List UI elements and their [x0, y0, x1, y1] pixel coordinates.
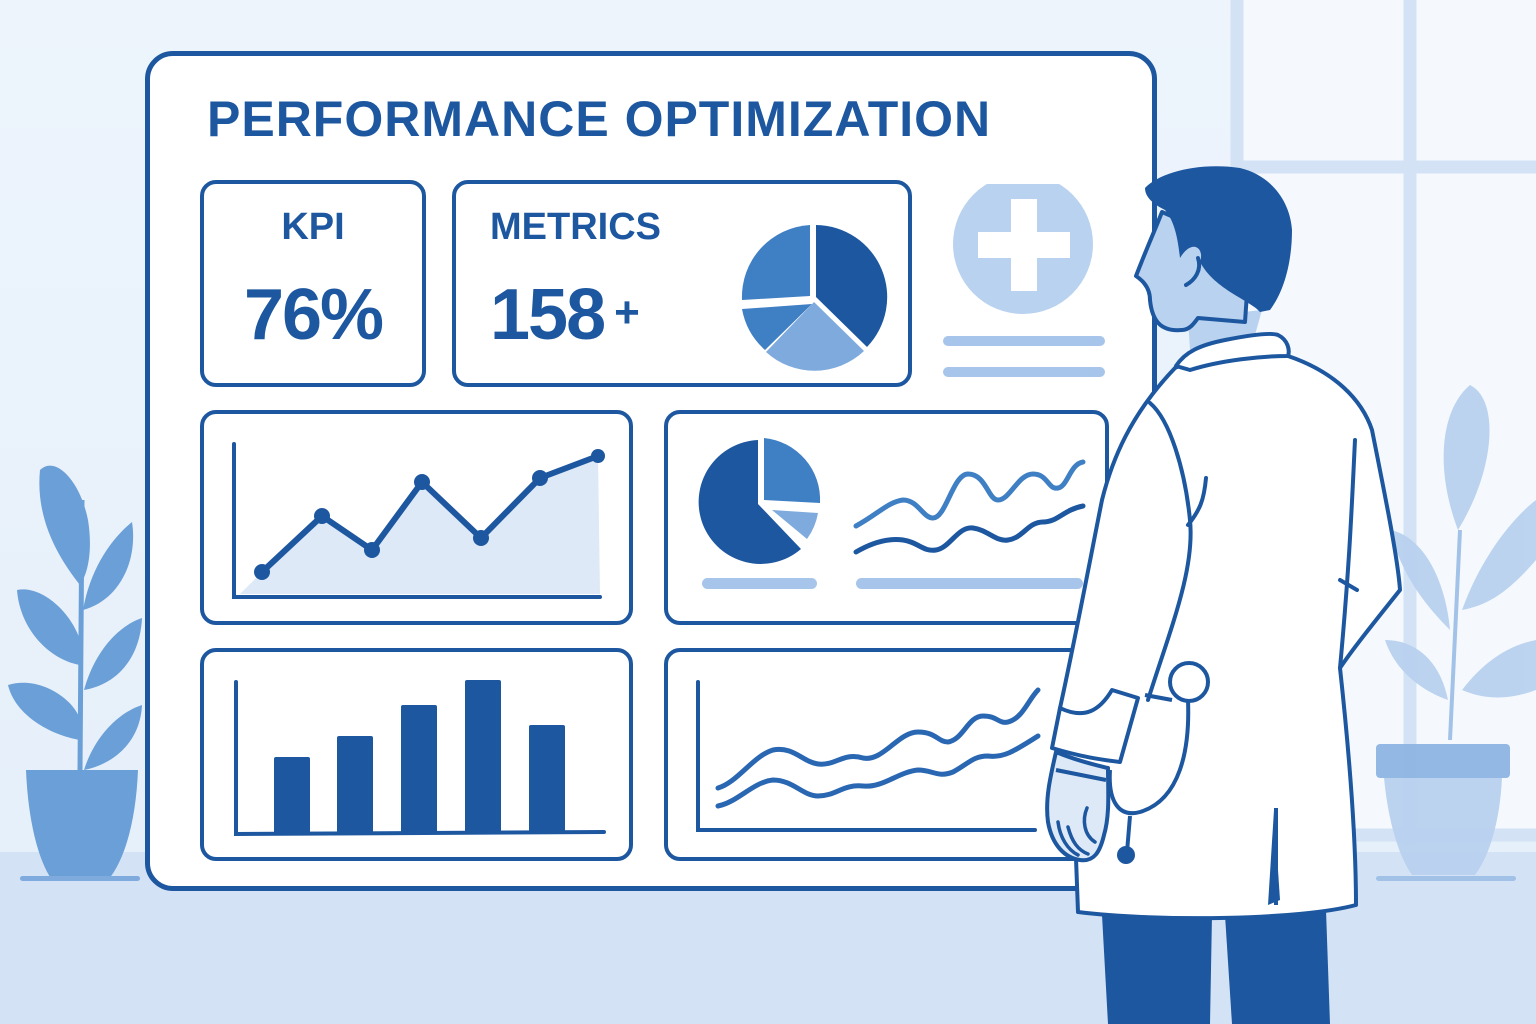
kpi-label: KPI	[281, 206, 345, 248]
pie-wave-card[interactable]	[664, 410, 1109, 625]
bar-chart-card[interactable]	[200, 648, 633, 861]
metrics-value: 158 +	[490, 274, 640, 356]
metrics-label: METRICS	[490, 206, 661, 248]
window	[1230, 0, 1536, 845]
pie-slice-3	[742, 304, 812, 350]
bar-chart	[234, 680, 606, 837]
metrics-suffix: +	[614, 288, 640, 337]
pie-slice-1	[698, 440, 801, 564]
kpi-card[interactable]: KPI 76%	[200, 180, 426, 387]
kpi-value: 76%	[243, 275, 384, 355]
pie-slice-4	[741, 225, 810, 300]
wave-line-chart	[696, 680, 1041, 832]
pie-slice-2	[764, 438, 821, 503]
page-title: PERFORMANCE OPTIMIZATION	[207, 91, 992, 147]
placeholder-bar	[943, 367, 1105, 377]
side-widget	[943, 184, 1105, 377]
pie-slice-2	[766, 302, 864, 371]
area-chart	[232, 442, 605, 599]
pie-wave-chart	[698, 438, 1086, 589]
area-chart-card[interactable]	[200, 410, 633, 625]
placeholder-bar	[702, 578, 817, 589]
pie-slice-1	[816, 225, 888, 347]
metrics-pie-chart	[741, 225, 888, 371]
metrics-number: 158	[490, 275, 606, 355]
right-plant	[1376, 385, 1536, 881]
metrics-card[interactable]: METRICS 158 +	[452, 180, 912, 387]
pie-slice-3	[772, 510, 818, 539]
dashboard-board: PERFORMANCE OPTIMIZATION KPI 76% METRICS…	[145, 51, 1157, 891]
wave-chart-card[interactable]	[664, 648, 1109, 861]
left-plant	[8, 465, 142, 881]
placeholder-bar	[856, 578, 1083, 589]
placeholder-bar	[943, 336, 1105, 346]
